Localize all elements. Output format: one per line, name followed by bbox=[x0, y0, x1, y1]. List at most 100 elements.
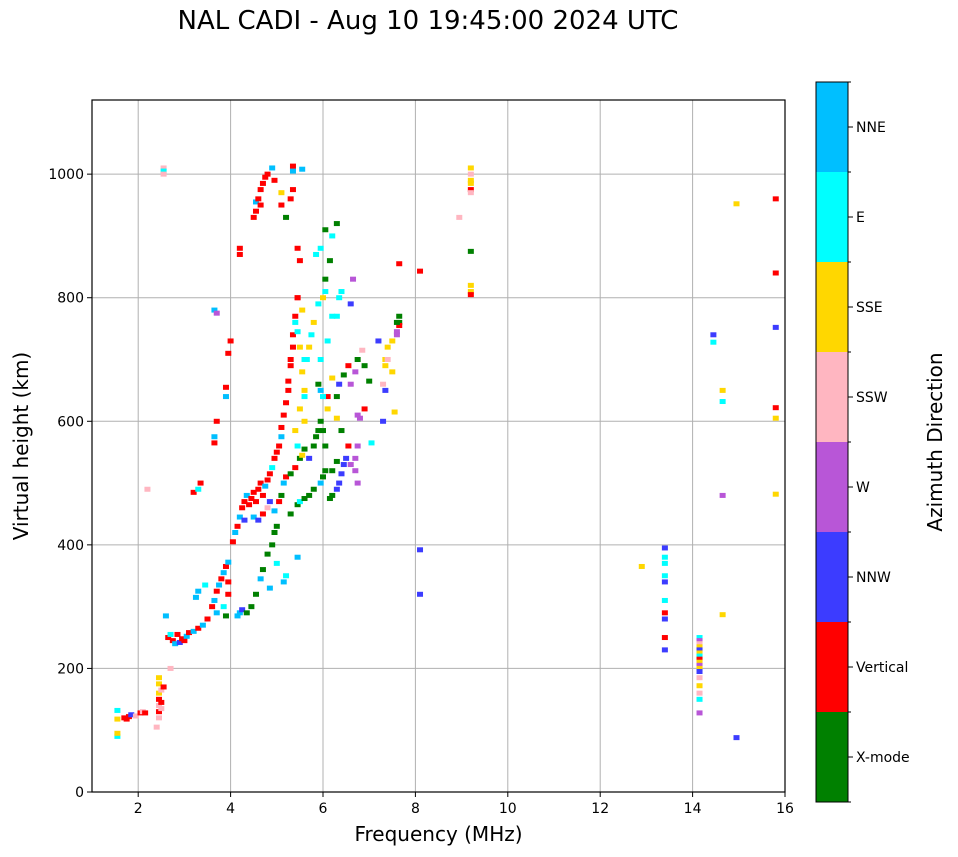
echo-point-x-mode bbox=[310, 486, 317, 492]
echo-point-vertical bbox=[246, 502, 253, 508]
echo-point-vertical bbox=[253, 208, 260, 214]
echo-point-vertical bbox=[292, 465, 299, 471]
echo-point-x-mode bbox=[393, 319, 400, 325]
echo-point-x-mode bbox=[283, 214, 290, 220]
echo-point-e bbox=[292, 319, 299, 325]
echo-point-nne bbox=[216, 582, 223, 588]
echo-point-nnw bbox=[176, 639, 183, 645]
echo-point-vertical bbox=[345, 363, 352, 369]
echo-point-vertical bbox=[259, 180, 266, 186]
echo-point-nnw bbox=[661, 579, 668, 585]
echo-point-ssw bbox=[160, 171, 167, 177]
echo-point-sse bbox=[696, 659, 703, 665]
echo-point-vertical bbox=[160, 684, 167, 690]
echo-point-sse bbox=[719, 612, 726, 618]
echo-point-e bbox=[269, 465, 276, 471]
echo-point-w bbox=[213, 310, 220, 316]
echo-point-ssw bbox=[158, 687, 165, 693]
echo-point-vertical bbox=[155, 709, 162, 715]
echo-point-vertical bbox=[259, 492, 266, 498]
colorbar-tick-label: W bbox=[856, 480, 870, 496]
echo-point-nnw bbox=[338, 471, 345, 477]
echo-point-ssw bbox=[456, 214, 463, 220]
echo-point-e bbox=[368, 440, 375, 446]
echo-point-sse bbox=[310, 319, 317, 325]
echo-point-e bbox=[661, 573, 668, 579]
echo-point-nne bbox=[222, 394, 229, 400]
echo-point-sse bbox=[114, 730, 121, 736]
echo-point-nnw bbox=[266, 499, 273, 505]
colorbar-label: Azimuth Direction bbox=[923, 352, 947, 531]
echo-point-x-mode bbox=[222, 613, 229, 619]
echo-point-vertical bbox=[296, 258, 303, 264]
colorbar-tick-label: Vertical bbox=[856, 660, 908, 676]
echo-point-nnw bbox=[661, 616, 668, 622]
echo-point-x-mode bbox=[329, 468, 336, 474]
echo-point-vertical bbox=[417, 268, 424, 274]
echo-point-e bbox=[317, 245, 324, 251]
echo-point-nnw bbox=[733, 735, 740, 741]
x-tick-label: 12 bbox=[591, 801, 609, 817]
x-axis-label: Frequency (MHz) bbox=[354, 822, 522, 846]
echo-point-x-mode bbox=[248, 604, 255, 610]
echo-point-nne bbox=[225, 559, 232, 565]
echo-point-vertical bbox=[283, 474, 290, 480]
echo-point-ssw bbox=[467, 190, 474, 196]
echo-point-vertical bbox=[273, 449, 280, 455]
echo-point-nne bbox=[289, 168, 296, 174]
x-tick-label: 4 bbox=[226, 801, 235, 817]
echo-point-sse bbox=[296, 344, 303, 350]
echo-point-vertical bbox=[181, 638, 188, 644]
echo-point-vertical bbox=[248, 496, 255, 502]
echo-point-vertical bbox=[287, 363, 294, 369]
echo-point-x-mode bbox=[333, 458, 340, 464]
echo-point-x-mode bbox=[313, 434, 320, 440]
echo-point-e bbox=[324, 338, 331, 344]
echo-point-x-mode bbox=[253, 591, 260, 597]
echo-point-sse bbox=[155, 681, 162, 687]
echo-point-vertical bbox=[213, 588, 220, 594]
echo-point-e bbox=[329, 233, 336, 239]
echo-point-e bbox=[283, 573, 290, 579]
echo-point-x-mode bbox=[317, 418, 324, 424]
echo-point-nnw bbox=[347, 301, 354, 307]
echo-point-vertical bbox=[250, 489, 257, 495]
y-tick-label: 200 bbox=[57, 661, 84, 677]
x-tick-label: 6 bbox=[319, 801, 328, 817]
echo-point-nnw bbox=[128, 712, 135, 718]
echo-point-vertical bbox=[253, 499, 260, 505]
echo-point-nnw bbox=[241, 517, 248, 523]
echo-point-vertical bbox=[229, 539, 236, 545]
echo-point-vertical bbox=[218, 576, 225, 582]
echo-point-nnw bbox=[417, 591, 424, 597]
echo-point-nnw bbox=[336, 381, 343, 387]
echo-point-vertical bbox=[241, 499, 248, 505]
echo-point-vertical bbox=[285, 387, 292, 393]
echo-point-vertical bbox=[289, 163, 296, 169]
echo-point-x-mode bbox=[333, 221, 340, 227]
echo-point-vertical bbox=[236, 245, 243, 251]
echo-point-e bbox=[308, 332, 315, 338]
echo-point-w bbox=[347, 381, 354, 387]
echo-point-sse bbox=[772, 491, 779, 497]
echo-point-x-mode bbox=[329, 492, 336, 498]
echo-point-nne bbox=[271, 508, 278, 514]
echo-point-nne bbox=[250, 514, 257, 520]
echo-point-vertical bbox=[222, 563, 229, 569]
echo-point-x-mode bbox=[467, 248, 474, 254]
x-tick-label: 10 bbox=[499, 801, 517, 817]
echo-point-sse bbox=[696, 650, 703, 656]
echo-point-vertical bbox=[285, 378, 292, 384]
echo-point-e bbox=[336, 295, 343, 301]
echo-point-nne bbox=[266, 585, 273, 591]
echo-point-sse bbox=[299, 307, 306, 313]
echo-point-e bbox=[322, 289, 329, 295]
echo-point-vertical bbox=[467, 187, 474, 193]
echo-point-w bbox=[350, 276, 357, 282]
echo-point-e bbox=[195, 486, 202, 492]
echo-point-nnw bbox=[772, 324, 779, 330]
echo-point-e bbox=[114, 707, 121, 713]
echo-point-vertical bbox=[225, 591, 232, 597]
echo-point-w bbox=[393, 332, 400, 338]
